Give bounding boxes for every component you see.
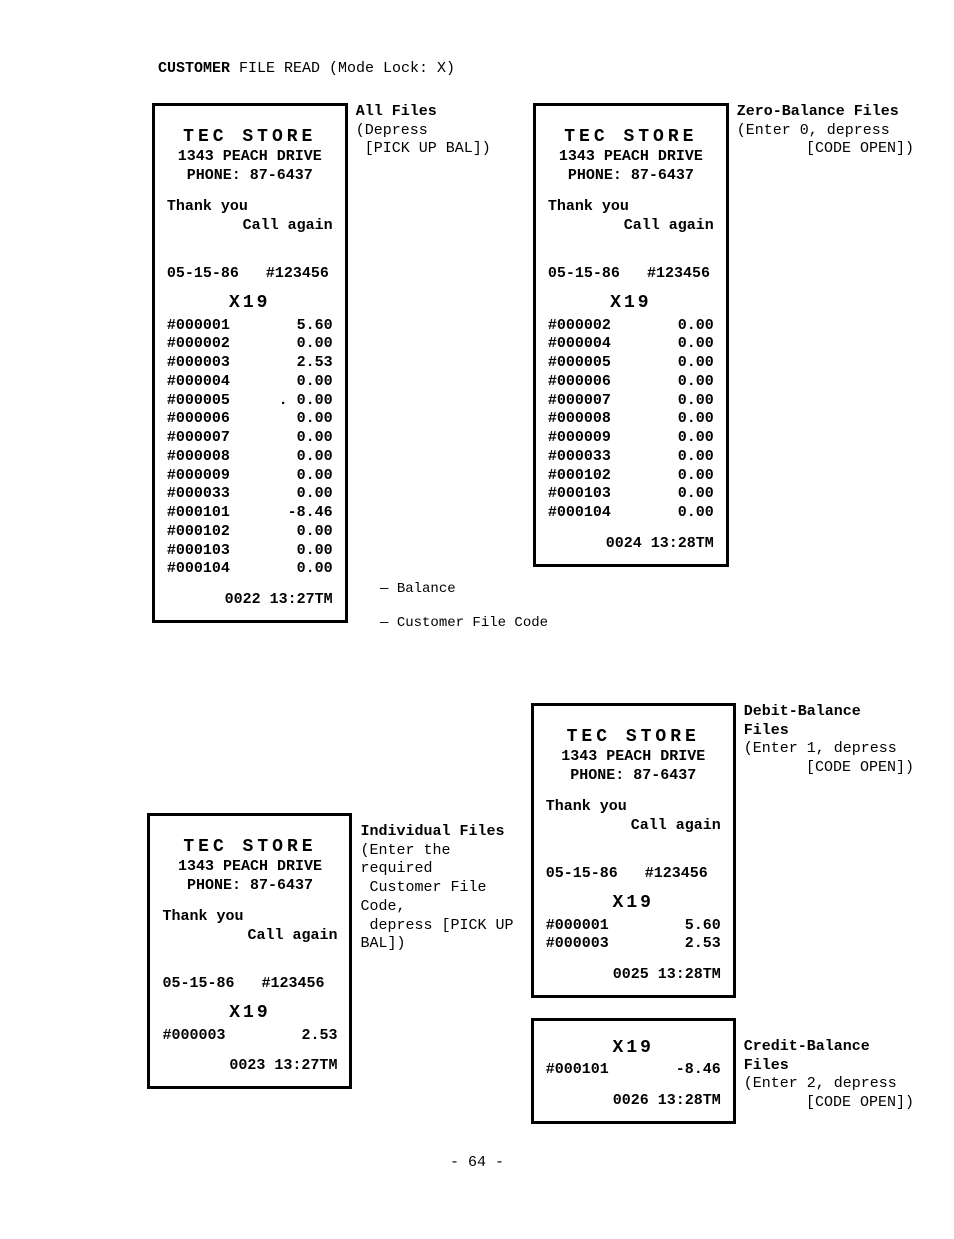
thank-you: Thank you bbox=[167, 198, 333, 217]
store-address: 1343 PEACH DRIVE bbox=[167, 148, 333, 167]
receipt-line: #0000032.53 bbox=[546, 935, 721, 954]
store-phone: PHONE: 87-6437 bbox=[167, 167, 333, 186]
callout-balance: — Balance bbox=[380, 581, 456, 599]
label-all-files: All Files (Depress [PICK UP BAL]) bbox=[348, 103, 533, 159]
store-name: TEC STORE bbox=[167, 126, 333, 149]
receipt-line: #0000090.00 bbox=[548, 429, 714, 448]
receipt-line: #0001040.00 bbox=[167, 560, 333, 579]
receipt-line: #000005. 0.00 bbox=[167, 392, 333, 411]
page-number: - 64 - bbox=[40, 1154, 914, 1173]
receipt-line: #0000040.00 bbox=[548, 335, 714, 354]
receipt-zero-balance: TEC STORE 1343 PEACH DRIVE PHONE: 87-643… bbox=[533, 103, 729, 567]
receipt-line: #0000070.00 bbox=[548, 392, 714, 411]
receipt-line: #0000070.00 bbox=[167, 429, 333, 448]
receipt-credit-balance: X19 #000101-8.46 0026 13:28TM bbox=[531, 1018, 736, 1124]
label-zero-balance: Zero-Balance Files (Enter 0, depress [CO… bbox=[729, 103, 914, 159]
receipt-line: #0000040.00 bbox=[167, 373, 333, 392]
receipt-line: #0000330.00 bbox=[167, 485, 333, 504]
receipt-line: #0000050.00 bbox=[548, 354, 714, 373]
label-individual-files: Individual Files (Enter the required Cus… bbox=[352, 703, 530, 954]
date-number: 05-15-86 #123456 bbox=[167, 265, 333, 284]
receipt-line: #000101-8.46 bbox=[546, 1061, 721, 1080]
call-again: Call again bbox=[167, 217, 333, 236]
receipt-line: #0000060.00 bbox=[167, 410, 333, 429]
receipt-line: #0001040.00 bbox=[548, 504, 714, 523]
page-title: CUSTOMER FILE READ (Mode Lock: X) bbox=[158, 60, 914, 79]
receipt-line: #0000080.00 bbox=[548, 410, 714, 429]
label-credit-balance: Credit-Balance Files (Enter 2, depress [… bbox=[744, 1038, 914, 1113]
receipt-all-files: TEC STORE 1343 PEACH DRIVE PHONE: 87-643… bbox=[152, 103, 348, 623]
receipt-line: #000101-8.46 bbox=[167, 504, 333, 523]
receipt-line: #0000090.00 bbox=[167, 467, 333, 486]
receipt-debit-balance: TEC STORE 1343 PEACH DRIVE PHONE: 87-643… bbox=[531, 703, 736, 998]
receipt-line: #0000080.00 bbox=[167, 448, 333, 467]
section-code: X19 bbox=[167, 292, 333, 315]
receipt-line: #0000032.53 bbox=[162, 1027, 337, 1046]
receipt-line: #0000015.60 bbox=[546, 917, 721, 936]
receipt-line: #0001030.00 bbox=[167, 542, 333, 561]
label-debit-balance: Debit-Balance Files (Enter 1, depress [C… bbox=[744, 703, 914, 778]
receipt-line: #0000330.00 bbox=[548, 448, 714, 467]
receipt-line: #0000015.60 bbox=[167, 317, 333, 336]
receipt-footer: 0022 13:27TM bbox=[167, 591, 333, 610]
receipt-line: #0000020.00 bbox=[548, 317, 714, 336]
receipt-individual: TEC STORE 1343 PEACH DRIVE PHONE: 87-643… bbox=[147, 813, 352, 1089]
callout-customer-file-code: — Customer File Code bbox=[380, 615, 548, 633]
receipt-line: #0000020.00 bbox=[167, 335, 333, 354]
receipt-line: #0001020.00 bbox=[167, 523, 333, 542]
receipt-line: #0001020.00 bbox=[548, 467, 714, 486]
receipt-line: #0000032.53 bbox=[167, 354, 333, 373]
receipt-line: #0000060.00 bbox=[548, 373, 714, 392]
receipt-line: #0001030.00 bbox=[548, 485, 714, 504]
